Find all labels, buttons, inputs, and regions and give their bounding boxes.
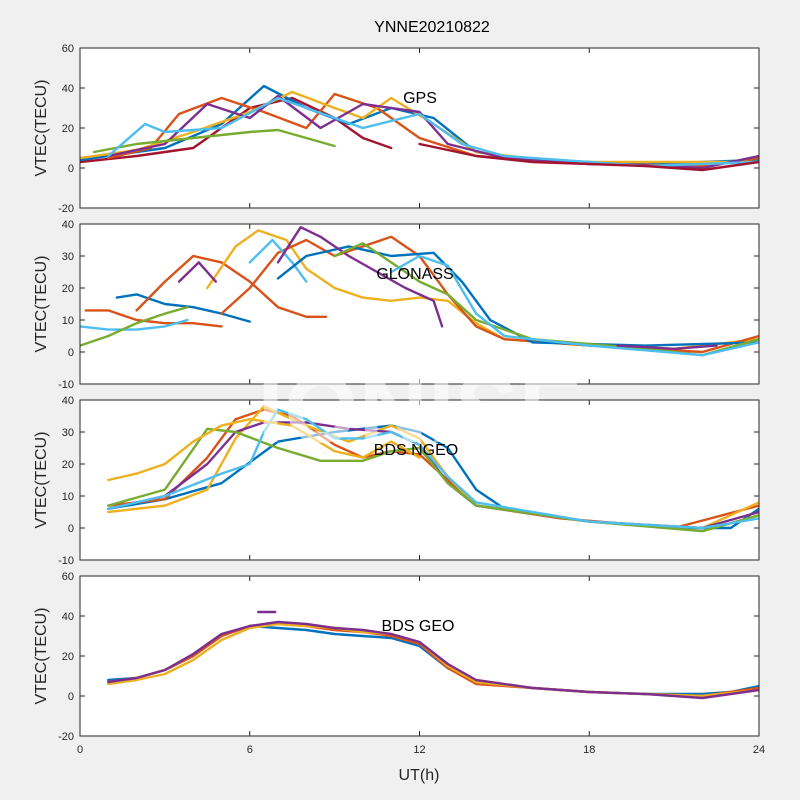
y-tick-label: -10 (58, 555, 74, 567)
y-tick-label: 60 (62, 43, 74, 55)
series-line-5 (135, 254, 328, 318)
series-line-3 (80, 318, 189, 331)
series-group (80, 84, 759, 172)
x-tick-label: 0 (77, 744, 83, 756)
y-tick-label: -20 (58, 203, 74, 215)
series-group (107, 405, 759, 533)
x-tick-label: 6 (247, 744, 253, 756)
y-tick-label: 10 (62, 315, 74, 327)
y-tick-label: 40 (62, 611, 74, 623)
series-group (80, 225, 759, 357)
series-line-7 (177, 261, 218, 283)
y-tick-label: 20 (62, 123, 74, 135)
series-line-6 (107, 408, 759, 530)
y-axis-label: VTEC(TECU) (33, 608, 50, 705)
y-tick-label: 0 (68, 347, 74, 359)
subplot-2: -10 0 10 20 30 40 VTEC(TECU) GLONASS (33, 219, 760, 391)
y-axis-label: VTEC(TECU) (33, 80, 50, 177)
y-tick-label: 60 (62, 571, 74, 583)
series-line-2 (115, 293, 252, 323)
subplot-1: -20 0 20 40 60 VTEC(TECU) GPS (33, 43, 760, 215)
series-line-8 (418, 142, 759, 172)
axes-frame (79, 223, 760, 385)
y-axis-label: VTEC(TECU) (33, 256, 50, 353)
x-axis-label: UT(h) (399, 767, 440, 784)
series-line-4 (80, 306, 189, 347)
axes-frame (79, 47, 760, 209)
plot-area (80, 224, 759, 384)
subplot-3: -10 0 10 20 30 40 VTEC(TECU) BDS NGEO (33, 395, 760, 567)
y-tick-label: -10 (58, 379, 74, 391)
y-tick-label: 0 (68, 523, 74, 535)
y-tick-label: 40 (62, 219, 74, 231)
y-tick-label: 10 (62, 491, 74, 503)
series-group (107, 610, 759, 700)
panel-annotation: GLONASS (376, 266, 453, 283)
series-line-4 (107, 620, 759, 700)
series-line-11 (276, 225, 444, 328)
series-line-9 (248, 238, 308, 283)
y-tick-label: 0 (68, 691, 74, 703)
x-tick-label: 24 (753, 744, 765, 756)
y-tick-label: 20 (62, 651, 74, 663)
y-tick-label: 30 (62, 427, 74, 439)
axes-frame (79, 399, 760, 561)
panel-annotation: GPS (403, 90, 437, 107)
watermark: IONISE (257, 356, 582, 463)
y-tick-label: 30 (62, 251, 74, 263)
series-line-7 (107, 418, 421, 482)
y-tick-label: 0 (68, 163, 74, 175)
panel-annotation: BDS NGEO (374, 442, 458, 459)
y-tick-label: -20 (58, 731, 74, 743)
panel-annotation: BDS GEO (382, 618, 455, 635)
series-line-7 (107, 96, 759, 168)
y-axis-label: VTEC(TECU) (33, 432, 50, 529)
x-tick-label: 12 (413, 744, 425, 756)
series-line-14 (616, 344, 718, 350)
y-tick-label: 20 (62, 459, 74, 471)
plot-area (80, 576, 759, 736)
series-line-6 (92, 128, 336, 154)
series-line-1 (84, 309, 223, 328)
y-tick-label: 20 (62, 283, 74, 295)
x-tick-label: 18 (583, 744, 595, 756)
series-line-13 (390, 254, 759, 357)
y-tick-label: 40 (62, 83, 74, 95)
figure-title: YNNE20210822 (374, 19, 490, 36)
plot-area (80, 400, 759, 560)
y-tick-label: 40 (62, 395, 74, 407)
plot-area (80, 48, 759, 208)
axes-frame (79, 575, 760, 737)
